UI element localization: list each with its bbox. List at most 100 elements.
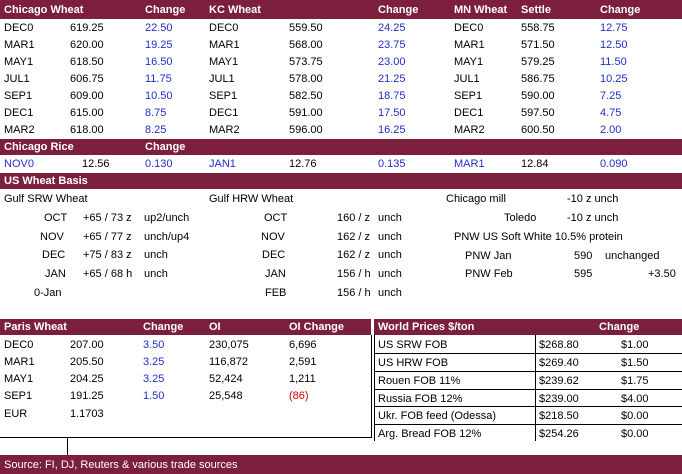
hrw-note: unch (378, 268, 402, 280)
world-change-header: Change (599, 321, 640, 333)
chicago-month: MAY1 (4, 56, 34, 68)
rice-header-bar (0, 139, 682, 155)
mn-month: SEP1 (454, 90, 483, 102)
pnw-note: unchanged (605, 250, 660, 262)
srw-month: NOV (40, 231, 64, 243)
rice-change: 0.135 (378, 158, 406, 170)
mn-change: 12.50 (600, 39, 628, 51)
kc-month: MAR2 (209, 124, 240, 136)
chicago-price: 619.25 (70, 22, 104, 34)
hrw-month: FEB (265, 287, 287, 299)
chicago-month: JUL1 (4, 73, 30, 85)
paris-change: 1.50 (143, 390, 165, 402)
kc-month: MAR1 (209, 39, 240, 51)
mn-change-header: Change (600, 4, 641, 16)
chicago-mill-value: -10 z unch (567, 193, 619, 205)
hrw-month: JAN (265, 268, 286, 280)
chicago-change: 11.75 (145, 73, 172, 85)
chicago-price: 615.00 (70, 107, 104, 119)
mn-price: 597.50 (521, 107, 555, 119)
paris-month: MAR1 (4, 356, 35, 368)
hrw-value: 160 / z (337, 212, 371, 224)
kc-price: 591.00 (289, 107, 323, 119)
toledo-label: Toledo (504, 212, 537, 224)
mn-price: 571.50 (521, 39, 555, 51)
pnw-value: 595 (574, 268, 593, 280)
hrw-value: 156 / h (337, 287, 371, 299)
chicago-price: 609.00 (70, 90, 104, 102)
rice-change-header: Change (145, 141, 186, 153)
paris-oi: 25,548 (209, 390, 243, 402)
chicago-month: SEP1 (4, 90, 33, 102)
srw-value: +65 / 73 z (83, 212, 132, 224)
mn-month: MAR2 (454, 124, 485, 136)
hrw-value: 162 / z (337, 249, 371, 261)
source-divider (67, 437, 68, 455)
srw-value: +65 / 77 z (83, 231, 132, 243)
srw-month: 0-Jan (34, 287, 62, 299)
mn-month: MAR1 (454, 39, 485, 51)
chicago-month: MAR1 (4, 39, 35, 51)
chicago-change-header: Change (145, 4, 186, 16)
chicago-change: 16.50 (145, 56, 173, 68)
paris-oi-change: 1,211 (289, 373, 316, 385)
rice-month: JAN1 (209, 158, 236, 170)
hrw-value: 156 / h (337, 268, 371, 280)
chicago-month: DEC0 (4, 22, 34, 34)
kc-wheat-title: KC Wheat (209, 4, 261, 16)
world-change: $0.00 (621, 428, 649, 440)
world-left-border (374, 335, 375, 441)
mn-price: 586.75 (521, 73, 555, 85)
kc-change: 18.75 (378, 90, 406, 102)
srw-note: unch (144, 268, 168, 280)
chicago-price: 620.00 (70, 39, 104, 51)
hrw-note: unch (378, 231, 402, 243)
paris-month: DEC0 (4, 339, 34, 351)
basis-title: US Wheat Basis (4, 175, 88, 187)
rice-price: 12.56 (82, 158, 110, 170)
mn-month: DEC1 (454, 107, 484, 119)
source-text: Source: FI, DJ, Reuters & various trade … (4, 459, 238, 471)
kc-price: 573.75 (289, 56, 323, 68)
srw-note: up2/unch (144, 212, 190, 224)
paris-oi-change-header: OI Change (289, 321, 345, 333)
hrw-month: DEC (262, 249, 286, 261)
kc-month: DEC1 (209, 107, 239, 119)
mn-month: JUL1 (454, 73, 480, 85)
chicago-change: 10.50 (145, 90, 173, 102)
world-row-line (374, 371, 682, 372)
kc-price: 578.00 (289, 73, 323, 85)
paris-price: 207.00 (70, 339, 104, 351)
world-price: $268.80 (539, 339, 579, 351)
world-price: $254.26 (539, 428, 579, 440)
basis-header-bar (0, 173, 682, 189)
rice-price: 12.84 (521, 158, 549, 170)
paris-change-header: Change (143, 321, 184, 333)
eur-value: 1.1703 (70, 408, 104, 420)
world-change: $1.50 (621, 357, 649, 369)
world-change: $1.75 (621, 375, 649, 387)
paris-price: 191.25 (70, 390, 104, 402)
mn-change: 11.50 (600, 56, 627, 68)
paris-month: MAY1 (4, 373, 34, 385)
paris-oi-header: OI (209, 321, 221, 333)
rice-month: MAR1 (454, 158, 485, 170)
mn-change: 4.75 (600, 107, 622, 119)
chicago-change: 19.25 (145, 39, 173, 51)
world-row-line (374, 406, 682, 407)
pnw-note: +3.50 (648, 268, 676, 280)
eur-label: EUR (4, 408, 28, 420)
mn-price: 600.50 (521, 124, 555, 136)
srw-month: DEC (42, 249, 66, 261)
world-header-bar (374, 319, 682, 335)
kc-change: 16.25 (378, 124, 406, 136)
paris-right-border (371, 335, 372, 438)
world-price: $239.62 (539, 375, 579, 387)
world-change: $0.00 (621, 410, 649, 422)
paris-price: 204.25 (70, 373, 104, 385)
mn-price: 590.00 (521, 90, 555, 102)
gulf-srw-title: Gulf SRW Wheat (4, 193, 88, 205)
paris-month: SEP1 (4, 390, 33, 402)
futures-header-bar (0, 0, 682, 19)
paris-header-bar (0, 319, 371, 335)
